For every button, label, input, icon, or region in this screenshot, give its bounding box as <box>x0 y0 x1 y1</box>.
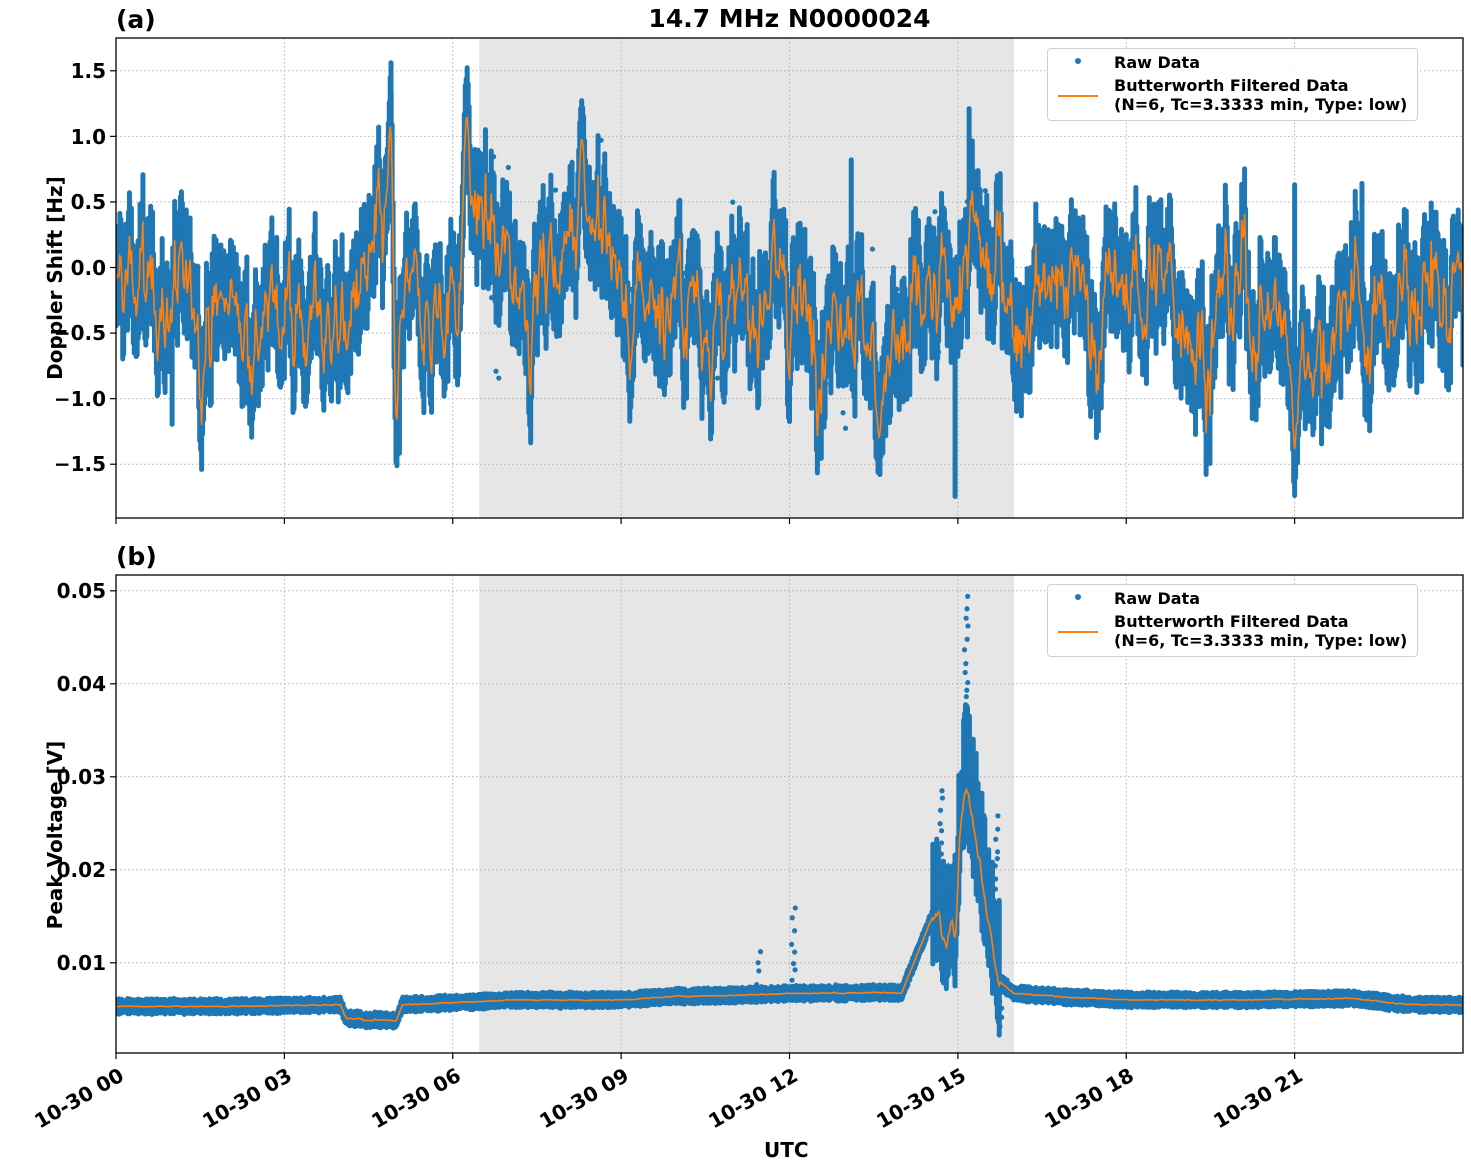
legend-raw-label: Raw Data <box>1114 589 1200 608</box>
filtered-line-marker-icon <box>1058 631 1098 633</box>
panel-a-ytick: 0.0 <box>70 256 106 280</box>
panel-a-ytick: 0.5 <box>70 190 106 214</box>
panel-a-ytick: 1.0 <box>70 125 106 149</box>
legend-filtered-params: (N=6, Tc=3.3333 min, Type: low) <box>1114 95 1408 114</box>
legend-filtered-label: Butterworth Filtered Data <box>1114 76 1349 95</box>
filtered-line-b <box>116 787 1463 1022</box>
panel-a-ytick: −1.5 <box>53 452 106 476</box>
raw-data-marker-icon <box>1075 58 1081 64</box>
panel-b-label: (b) <box>116 542 157 571</box>
shaded-region <box>479 575 1014 1053</box>
panel-a-ytick: −0.5 <box>53 321 106 345</box>
legend-entry-raw: Raw Data <box>1056 589 1407 609</box>
x-axis-label: UTC <box>764 1138 809 1162</box>
panel-a-label: (a) <box>116 5 156 34</box>
panel-b-plot <box>116 575 1463 1053</box>
legend-entry-filtered: Butterworth Filtered Data (N=6, Tc=3.333… <box>1056 76 1407 114</box>
panel-a-ytick: −1.0 <box>53 387 106 411</box>
panel-b-ytick: 0.01 <box>56 951 106 975</box>
panel-b-ytick: 0.03 <box>56 765 106 789</box>
panel-b-ytick: 0.05 <box>56 579 106 603</box>
filtered-line-a <box>116 116 1463 450</box>
legend-entry-filtered: Butterworth Filtered Data (N=6, Tc=3.333… <box>1056 612 1407 650</box>
panel-b-ylabel: Peak Voltage [V] <box>43 740 67 930</box>
figure-title: 14.7 MHz N0000024 <box>648 4 931 33</box>
legend-filtered-label: Butterworth Filtered Data <box>1114 612 1349 631</box>
panel-a-legend: Raw Data Butterworth Filtered Data (N=6,… <box>1047 48 1419 121</box>
panel-a-plot <box>116 38 1463 518</box>
filtered-line-marker-icon <box>1058 95 1098 97</box>
panel-a-ytick: 1.5 <box>70 59 106 83</box>
legend-filtered-params: (N=6, Tc=3.3333 min, Type: low) <box>1114 631 1408 650</box>
panel-b-ytick: 0.04 <box>56 672 106 696</box>
panel-b-ytick: 0.02 <box>56 858 106 882</box>
panel-b-legend: Raw Data Butterworth Filtered Data (N=6,… <box>1047 584 1419 657</box>
legend-entry-raw: Raw Data <box>1056 53 1407 73</box>
raw-data-marker-icon <box>1075 594 1081 600</box>
legend-raw-label: Raw Data <box>1114 53 1200 72</box>
